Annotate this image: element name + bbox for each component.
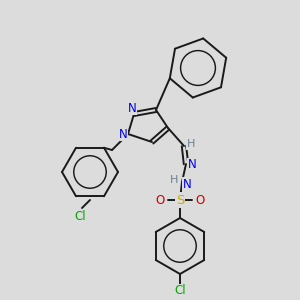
Text: N: N — [183, 178, 191, 190]
Text: S: S — [176, 194, 184, 206]
Text: H: H — [187, 139, 195, 149]
Text: N: N — [118, 128, 127, 140]
Text: O: O — [155, 194, 165, 206]
Text: Cl: Cl — [74, 209, 86, 223]
Text: O: O — [195, 194, 205, 206]
Text: N: N — [128, 101, 136, 115]
Text: H: H — [170, 175, 178, 185]
Text: Cl: Cl — [174, 284, 186, 298]
Text: N: N — [188, 158, 196, 172]
